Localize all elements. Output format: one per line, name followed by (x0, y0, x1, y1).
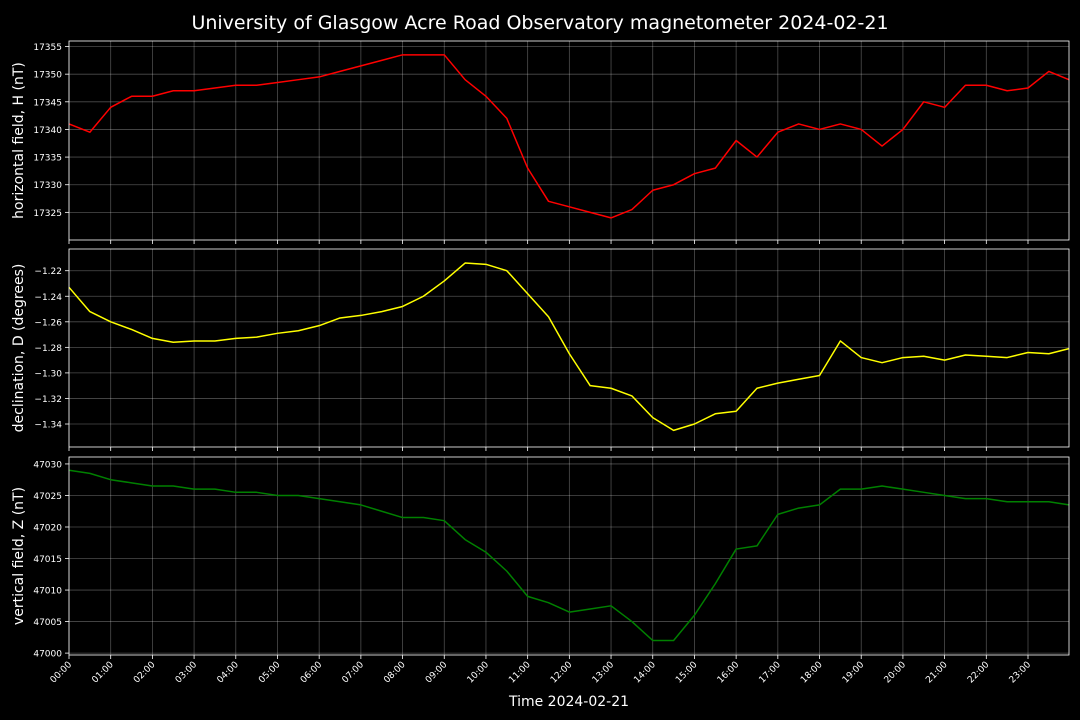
y-axis-label: declination, D (degrees) (11, 264, 27, 433)
y-axis-label: horizontal field, H (nT) (11, 62, 27, 219)
panel-frame (68, 40, 1070, 241)
y-tick-label: 47030 (33, 460, 62, 470)
y-tick-label: −1.28 (34, 344, 62, 354)
y-tick-label: 17345 (33, 98, 62, 108)
y-tick-label: 17330 (33, 181, 62, 191)
y-tick-label: 47020 (33, 523, 62, 533)
y-tick-label: 47015 (33, 555, 62, 565)
y-tick-label: 47010 (33, 587, 62, 597)
y-tick-label: 17350 (33, 71, 62, 81)
y-tick-label: −1.22 (34, 267, 62, 277)
y-tick-label: −1.24 (34, 293, 62, 303)
y-tick-label: 17325 (33, 209, 62, 219)
y-axis-label: vertical field, Z (nT) (11, 487, 27, 625)
panel-frame (68, 248, 1070, 448)
data-line (68, 469, 1070, 642)
chart-title: University of Glasgow Acre Road Observat… (191, 12, 888, 34)
panel-frame (68, 456, 1070, 656)
y-tick-label: 47025 (33, 492, 62, 502)
data-line (68, 54, 1070, 219)
y-tick-label: 47005 (33, 618, 62, 628)
y-tick-label: −1.26 (34, 318, 62, 328)
y-tick-label: −1.34 (34, 421, 62, 431)
y-tick-label: −1.30 (34, 369, 62, 379)
y-tick-label: 47000 (33, 650, 62, 660)
x-axis-label: Time 2024-02-21 (508, 694, 629, 710)
y-tick-label: −1.32 (34, 395, 62, 405)
data-line (68, 262, 1070, 432)
y-tick-label: 17335 (33, 154, 62, 164)
y-tick-label: 17355 (33, 43, 62, 53)
y-tick-label: 17340 (33, 126, 62, 136)
